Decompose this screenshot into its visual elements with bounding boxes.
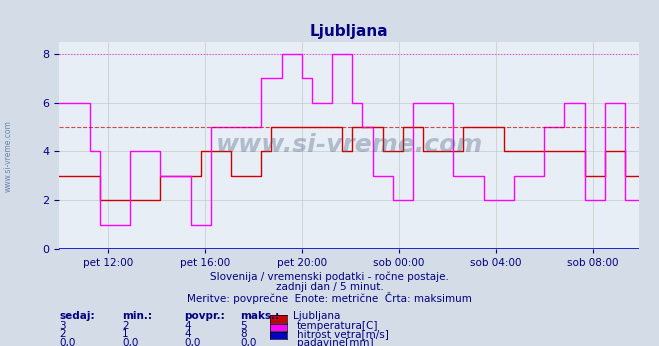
Text: 3: 3 [59, 321, 66, 331]
Text: maks.:: maks.: [241, 311, 280, 321]
Text: Slovenija / vremenski podatki - ročne postaje.: Slovenija / vremenski podatki - ročne po… [210, 272, 449, 282]
Text: www.si-vreme.com: www.si-vreme.com [215, 133, 483, 157]
Text: sedaj:: sedaj: [59, 311, 95, 321]
Text: 2: 2 [122, 321, 129, 331]
Text: temperatura[C]: temperatura[C] [297, 321, 378, 331]
Text: hitrost vetra[m/s]: hitrost vetra[m/s] [297, 329, 388, 339]
Text: 0,0: 0,0 [241, 338, 257, 346]
Text: Ljubljana: Ljubljana [293, 311, 341, 321]
Text: padavine[mm]: padavine[mm] [297, 338, 373, 346]
Text: min.:: min.: [122, 311, 152, 321]
Text: zadnji dan / 5 minut.: zadnji dan / 5 minut. [275, 282, 384, 292]
Text: 5: 5 [241, 321, 247, 331]
Text: 1: 1 [122, 329, 129, 339]
Text: 8: 8 [241, 329, 247, 339]
Text: 0,0: 0,0 [59, 338, 76, 346]
Text: 0,0: 0,0 [122, 338, 138, 346]
Text: povpr.:: povpr.: [185, 311, 225, 321]
Text: Meritve: povprečne  Enote: metrične  Črta: maksimum: Meritve: povprečne Enote: metrične Črta:… [187, 292, 472, 304]
Text: 2: 2 [59, 329, 66, 339]
Text: 4: 4 [185, 321, 191, 331]
Title: Ljubljana: Ljubljana [310, 24, 389, 39]
Text: 0,0: 0,0 [185, 338, 201, 346]
Text: www.si-vreme.com: www.si-vreme.com [3, 120, 13, 192]
Text: 4: 4 [185, 329, 191, 339]
